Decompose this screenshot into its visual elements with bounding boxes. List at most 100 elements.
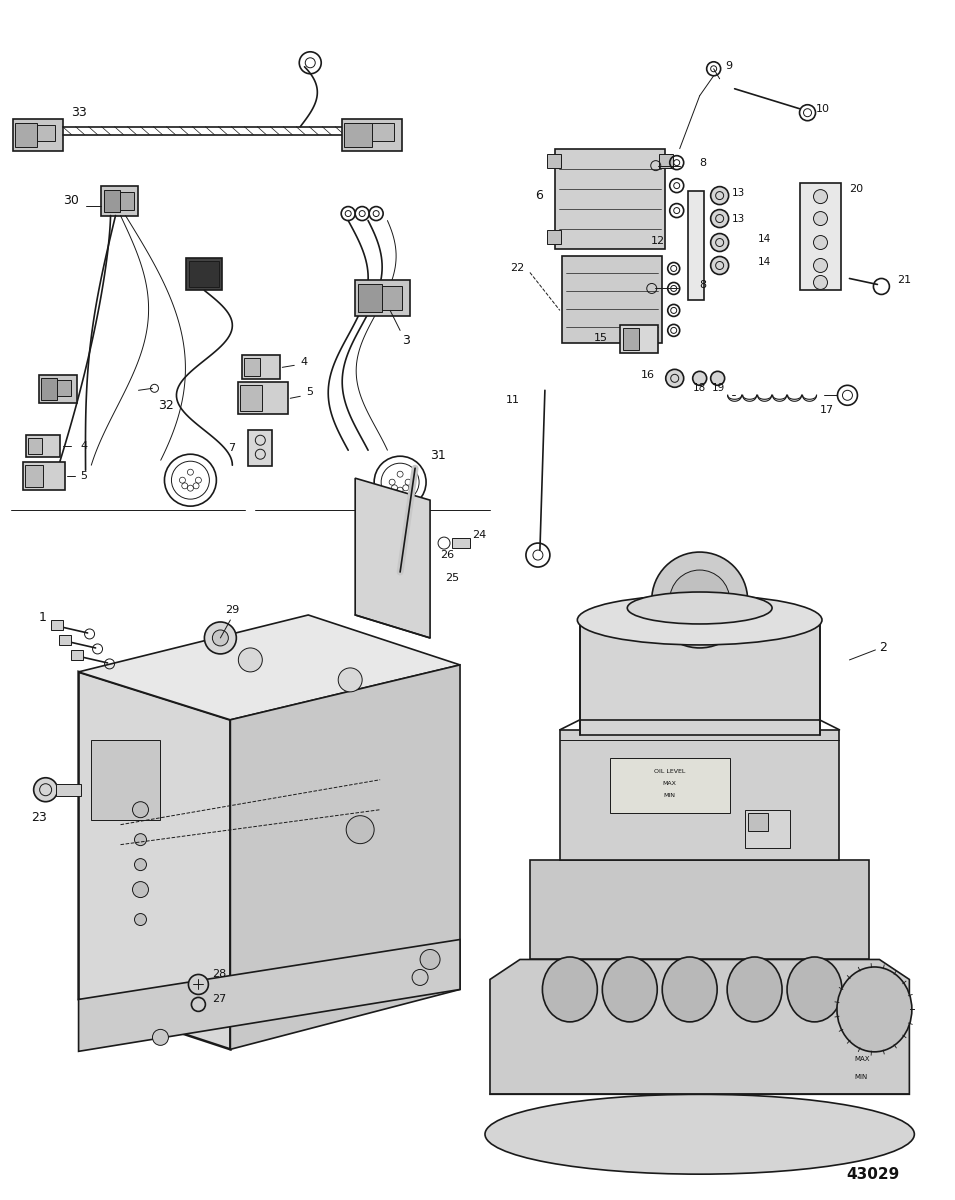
Bar: [555, 149, 665, 248]
Bar: [55, 784, 80, 796]
Text: 7: 7: [228, 443, 235, 454]
Text: 19: 19: [711, 383, 725, 394]
Text: 21: 21: [898, 276, 911, 286]
Circle shape: [711, 210, 729, 228]
Ellipse shape: [787, 956, 842, 1022]
Text: 22: 22: [510, 264, 524, 274]
Circle shape: [135, 859, 146, 871]
Bar: [342, 119, 402, 151]
Bar: [562, 256, 662, 343]
Text: 3: 3: [402, 334, 410, 347]
Circle shape: [33, 778, 57, 802]
Circle shape: [671, 972, 708, 1008]
Text: 27: 27: [212, 995, 226, 1004]
Bar: [12, 119, 63, 151]
Text: 30: 30: [63, 194, 78, 208]
Bar: [38, 376, 76, 403]
Circle shape: [814, 211, 827, 226]
Text: OIL LEVEL: OIL LEVEL: [654, 769, 686, 774]
Circle shape: [814, 190, 827, 204]
Polygon shape: [355, 478, 430, 638]
Text: 18: 18: [692, 383, 706, 394]
Bar: [243, 355, 280, 379]
Bar: [344, 122, 372, 146]
Text: 9: 9: [726, 61, 732, 71]
Bar: [239, 383, 288, 414]
Bar: [244, 359, 261, 377]
Bar: [14, 122, 36, 146]
Polygon shape: [230, 665, 460, 1049]
Ellipse shape: [603, 956, 657, 1022]
Text: 10: 10: [816, 103, 830, 114]
Text: 4: 4: [300, 358, 308, 367]
Bar: [745, 810, 790, 847]
Circle shape: [420, 949, 440, 970]
Circle shape: [711, 187, 729, 204]
Bar: [620, 325, 658, 353]
Bar: [58, 635, 71, 644]
Bar: [26, 436, 59, 457]
Polygon shape: [530, 859, 869, 960]
Text: MIN: MIN: [664, 793, 676, 798]
Bar: [547, 229, 561, 244]
Text: 12: 12: [650, 235, 665, 246]
Bar: [452, 538, 470, 548]
Text: 20: 20: [849, 184, 863, 193]
Circle shape: [188, 974, 208, 995]
Bar: [382, 287, 402, 311]
Bar: [580, 620, 819, 734]
Bar: [610, 757, 730, 812]
Circle shape: [736, 972, 773, 1008]
Text: 8: 8: [700, 281, 707, 290]
Text: 31: 31: [430, 449, 446, 462]
Circle shape: [552, 972, 588, 1008]
Text: 33: 33: [71, 107, 86, 119]
Bar: [41, 378, 56, 401]
Text: 6: 6: [535, 190, 542, 202]
Text: 2: 2: [880, 642, 887, 654]
Text: 5: 5: [307, 388, 313, 397]
Circle shape: [814, 258, 827, 272]
Polygon shape: [78, 672, 230, 1049]
Polygon shape: [560, 730, 839, 859]
Text: 25: 25: [445, 574, 459, 583]
Bar: [36, 125, 54, 140]
Bar: [189, 262, 220, 288]
Bar: [659, 154, 672, 168]
Text: 1: 1: [38, 612, 47, 624]
Bar: [51, 620, 63, 630]
Bar: [358, 284, 382, 312]
Bar: [100, 186, 138, 216]
Circle shape: [814, 235, 827, 250]
Circle shape: [204, 622, 236, 654]
Circle shape: [135, 834, 146, 846]
Text: 16: 16: [641, 371, 655, 380]
Text: 17: 17: [819, 406, 834, 415]
Circle shape: [212, 630, 228, 646]
Text: 4: 4: [80, 442, 88, 451]
Text: 13: 13: [732, 187, 745, 198]
Bar: [71, 650, 82, 660]
Bar: [28, 438, 42, 455]
Bar: [372, 122, 394, 140]
Bar: [241, 385, 263, 412]
Bar: [799, 182, 841, 290]
Text: 23: 23: [31, 811, 47, 824]
Bar: [547, 154, 561, 168]
Circle shape: [153, 1030, 168, 1045]
Circle shape: [239, 648, 263, 672]
Text: 11: 11: [506, 395, 520, 406]
Bar: [623, 329, 639, 350]
Bar: [23, 462, 65, 490]
Circle shape: [651, 552, 748, 648]
Text: 8: 8: [700, 157, 707, 168]
Polygon shape: [490, 960, 909, 1094]
Circle shape: [413, 970, 428, 985]
Text: MAX: MAX: [663, 781, 677, 786]
Text: 5: 5: [80, 472, 88, 481]
Bar: [355, 281, 410, 317]
Circle shape: [669, 570, 730, 630]
Bar: [119, 192, 134, 210]
Text: MIN: MIN: [855, 1074, 868, 1080]
Circle shape: [612, 972, 647, 1008]
